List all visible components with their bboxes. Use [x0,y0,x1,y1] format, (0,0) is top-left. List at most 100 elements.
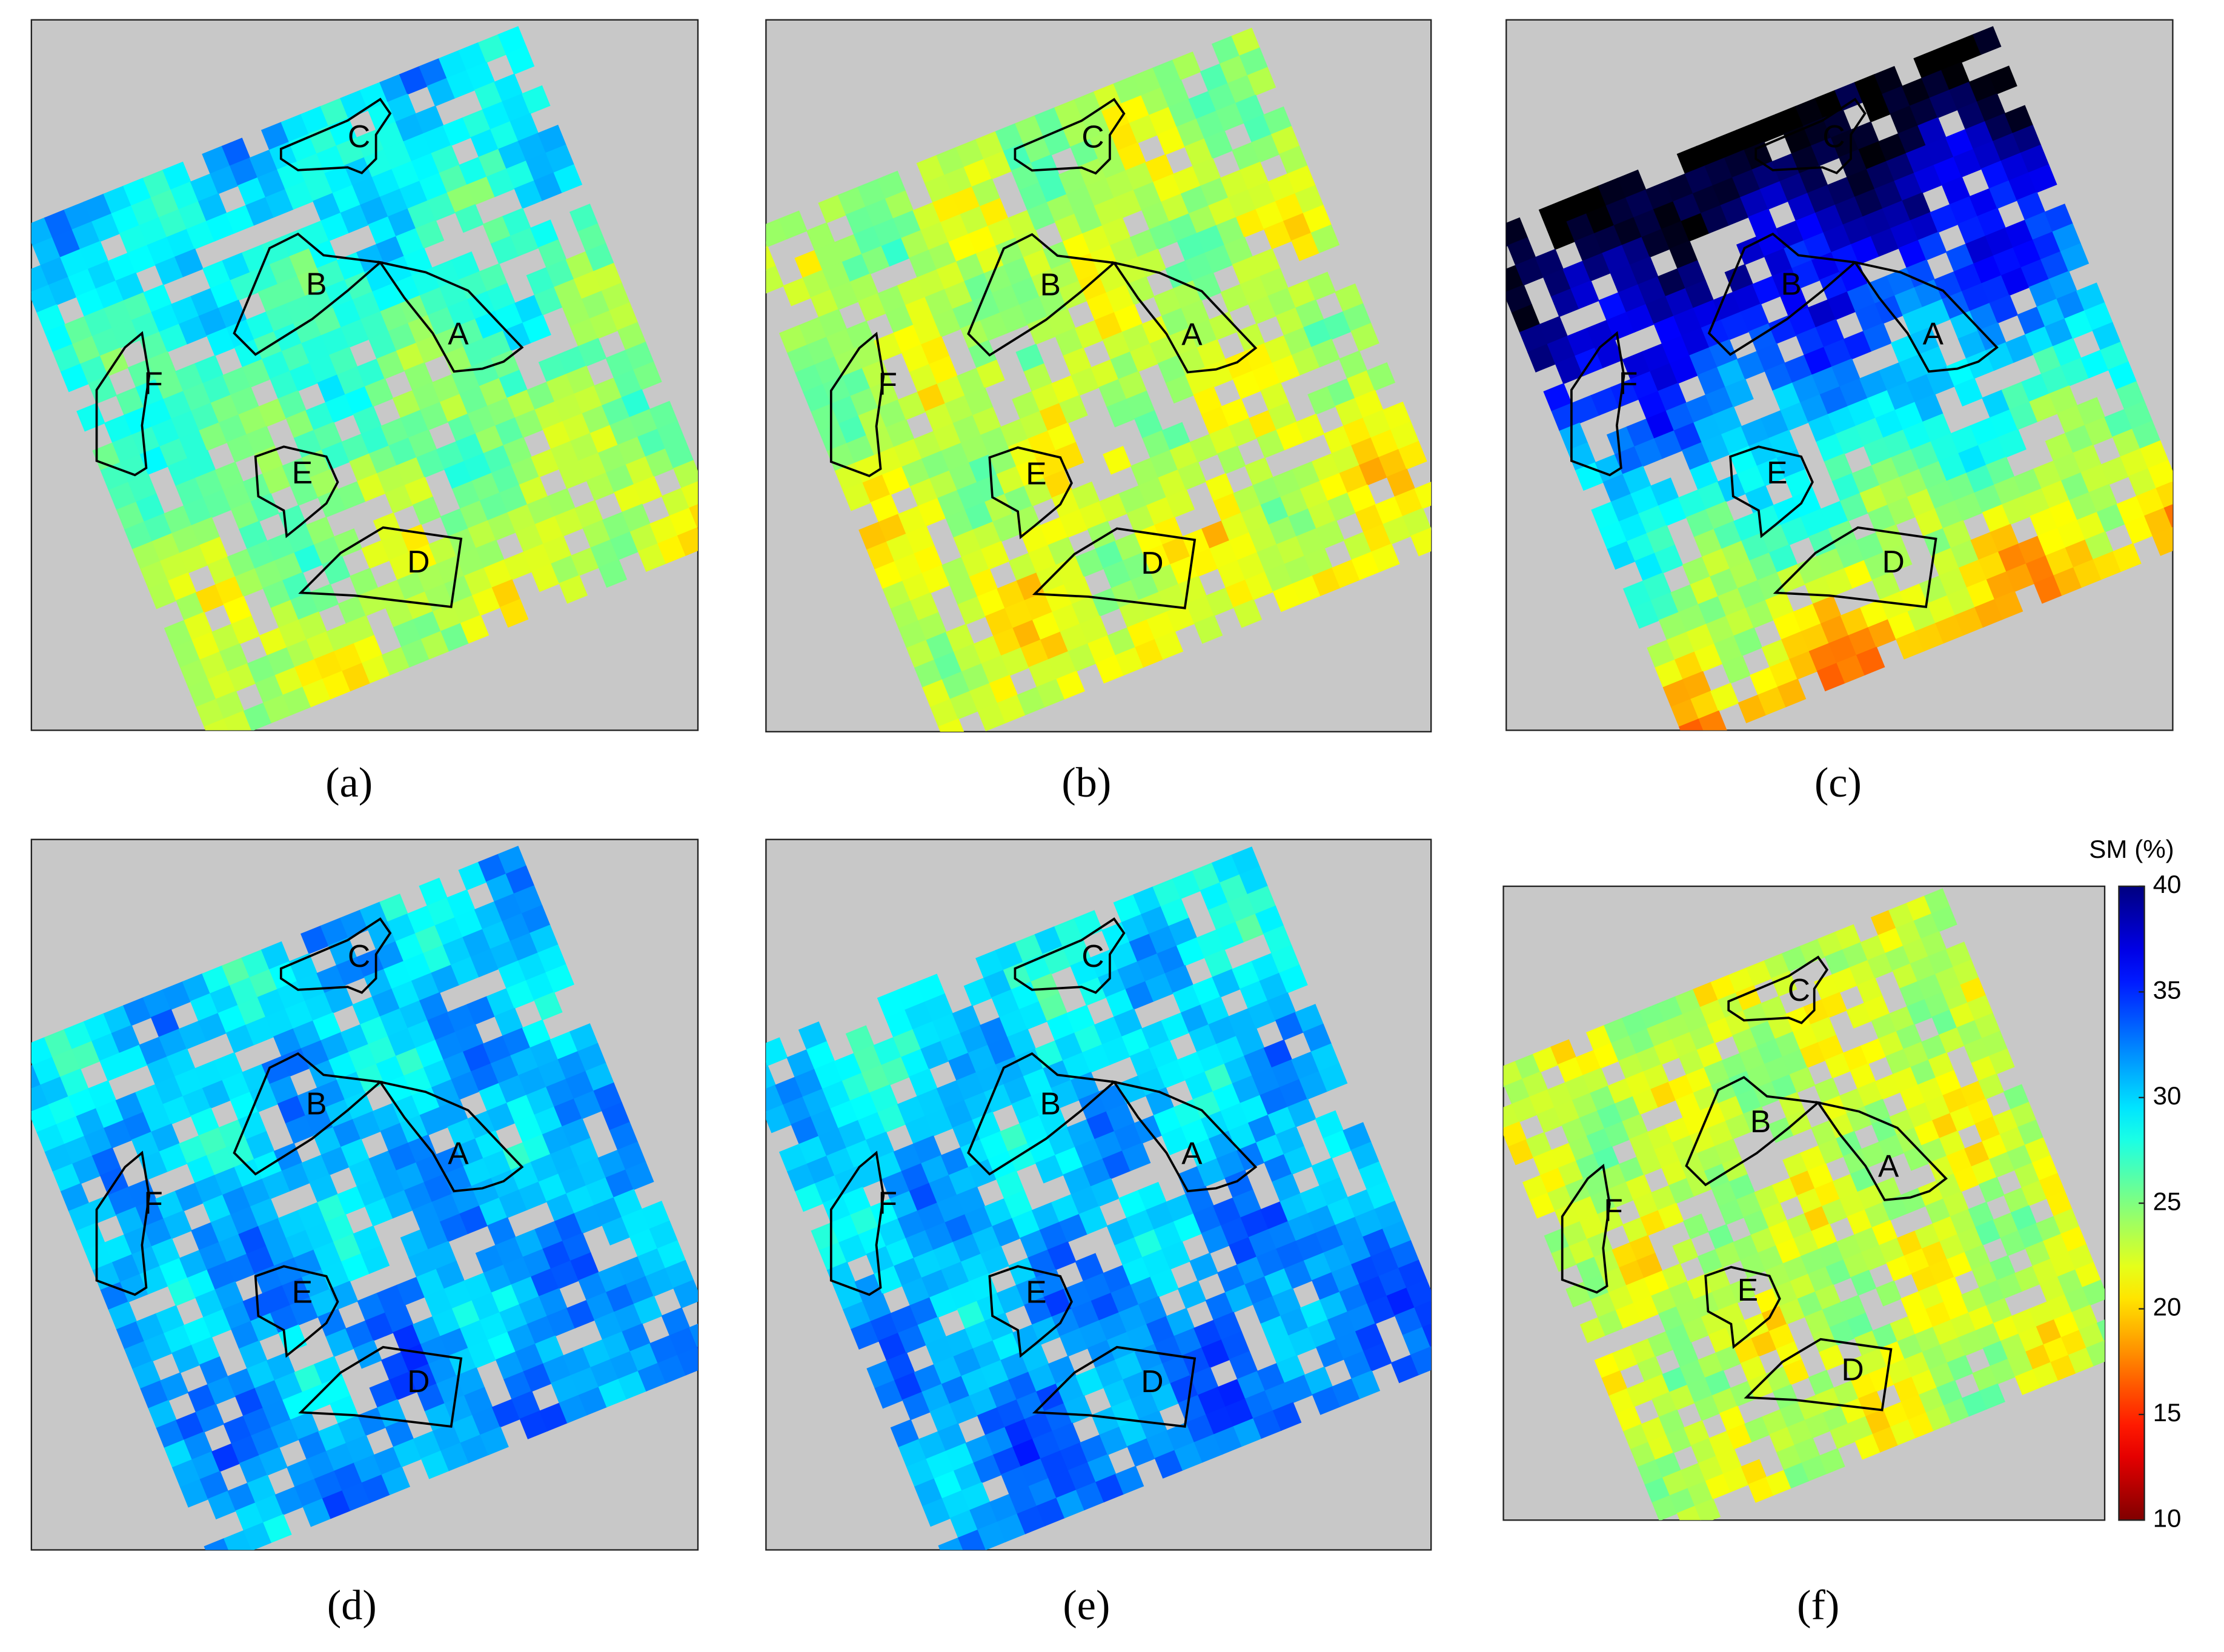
moisture-pixel [297,1202,327,1231]
moisture-pixel [1398,1259,1427,1289]
moisture-pixel [1784,469,1814,498]
moisture-pixel [606,1284,635,1313]
moisture-pixel [1034,107,1064,136]
moisture-pixel [554,1098,583,1127]
moisture-pixel [1914,508,1944,537]
moisture-pixel [1890,105,1919,134]
moisture-pixel [411,153,440,182]
moisture-pixel [230,501,260,530]
moisture-pixel [1027,316,1057,345]
moisture-pixel [1653,315,1683,345]
moisture-pixel [1036,1498,1066,1527]
moisture-pixel [1705,615,1735,645]
moisture-pixel [159,1143,188,1172]
moisture-pixel [1670,698,1700,728]
moisture-pixel [1985,113,2014,142]
moisture-pixel [206,213,235,242]
moisture-pixel [1847,168,1876,198]
moisture-pixel [348,1043,377,1073]
moisture-pixel [1343,417,1372,446]
moisture-pixel [1209,425,1238,455]
moisture-pixel [289,248,318,277]
moisture-pixel [88,375,118,404]
moisture-pixel [368,1035,397,1065]
moisture-pixel [254,1265,284,1295]
moisture-pixel [834,1052,863,1082]
moisture-pixel [1098,493,1128,522]
moisture-pixel [1616,1405,1642,1432]
moisture-pixel [1673,193,1702,222]
moisture-pixel [1907,488,1936,517]
moisture-pixel [845,206,875,236]
moisture-pixel [917,1087,946,1117]
moisture-pixel [1957,101,1986,130]
moisture-pixel [230,386,259,416]
moisture-pixel [2025,1137,2051,1164]
moisture-pixel [1721,1052,1748,1079]
moisture-pixel [1637,1356,1664,1382]
moisture-pixel [1644,1373,1671,1400]
moisture-pixel [913,430,943,460]
moisture-pixel [1879,591,1909,620]
moisture-pixel [1240,1095,1269,1124]
moisture-pixel [384,1189,414,1219]
moisture-pixel [511,456,540,486]
moisture-pixel [497,846,527,875]
moisture-pixel [427,1012,456,1041]
moisture-pixel [1562,260,1592,290]
moisture-pixel [1276,1355,1306,1384]
moisture-pixel [1804,1309,1831,1336]
moisture-pixel [1950,1106,1976,1132]
moisture-pixel [960,434,990,463]
moisture-pixel [1078,1206,1108,1235]
field-label: C [1081,119,1104,154]
moisture-pixel [1785,1109,1812,1136]
moisture-pixel [1066,185,1095,215]
moisture-pixel [352,996,381,1026]
moisture-pixel [1216,1035,1245,1065]
moisture-pixel [285,1115,314,1144]
moisture-pixel [2008,172,2038,201]
moisture-pixel [912,1021,941,1050]
moisture-pixel [176,592,205,621]
moisture-pixel [1307,1205,1336,1234]
moisture-pixel [1267,173,1296,202]
moisture-pixel [1961,283,1991,312]
moisture-pixel [40,256,70,286]
moisture-pixel [1627,532,1656,562]
moisture-pixel [522,1133,551,1163]
moisture-pixel [924,1222,954,1251]
panel-label: (a) [325,759,373,806]
moisture-pixel [495,417,524,446]
moisture-pixel [1256,1248,1286,1278]
moisture-pixel [1343,1122,1372,1151]
moisture-pixel [1186,595,1215,625]
moisture-pixel [1295,1232,1325,1262]
moisture-pixel [523,1249,552,1278]
moisture-pixel [147,236,176,266]
moisture-pixel [1130,1390,1160,1420]
moisture-pixel [972,1340,1002,1369]
moisture-pixel [1106,1217,1135,1247]
moisture-pixel [470,128,500,158]
moisture-pixel [1675,651,1704,680]
moisture-pixel [1957,330,1987,359]
moisture-pixel [590,539,620,568]
moisture-pixel [60,363,90,393]
moisture-pixel [945,1328,974,1358]
moisture-pixel [1775,1238,1802,1264]
moisture-pixel [108,1301,138,1330]
moisture-pixel [613,1189,643,1218]
moisture-pixel [1698,595,1727,625]
moisture-pixel [143,1103,172,1133]
moisture-pixel [1864,1202,1891,1229]
moisture-pixel [76,1107,105,1137]
moisture-pixel [936,1080,966,1109]
moisture-pixel [349,453,378,482]
moisture-pixel [140,560,169,589]
moisture-pixel [972,521,1002,550]
moisture-pixel [1756,228,1785,257]
moisture-pixel [1710,682,1739,712]
moisture-pixel [1248,410,1278,439]
moisture-pixel [218,414,248,443]
